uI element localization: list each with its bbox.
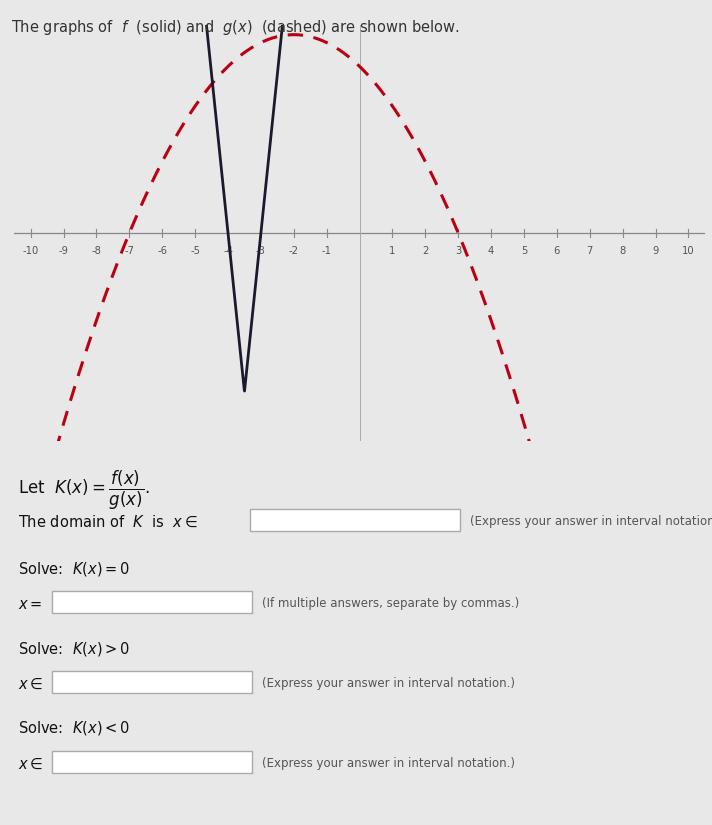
Text: -8: -8 bbox=[92, 246, 101, 256]
Text: -7: -7 bbox=[125, 246, 135, 256]
Text: Solve:  $K(x) < 0$: Solve: $K(x) < 0$ bbox=[18, 719, 130, 737]
Text: (Express your answer in interval notation.): (Express your answer in interval notatio… bbox=[262, 677, 515, 690]
Text: $x =$: $x =$ bbox=[18, 597, 43, 612]
Text: 7: 7 bbox=[587, 246, 593, 256]
Text: Let  $K(x) = \dfrac{f(x)}{g(x)}$.: Let $K(x) = \dfrac{f(x)}{g(x)}$. bbox=[18, 469, 150, 512]
Bar bbox=[52, 751, 252, 773]
Text: 6: 6 bbox=[554, 246, 560, 256]
Text: -5: -5 bbox=[190, 246, 200, 256]
Text: -3: -3 bbox=[256, 246, 266, 256]
Text: (Express your answer in interval notation.): (Express your answer in interval notatio… bbox=[470, 515, 712, 528]
Text: 4: 4 bbox=[488, 246, 494, 256]
Text: 10: 10 bbox=[682, 246, 695, 256]
Text: The domain of  $K$  is  $x \in$: The domain of $K$ is $x \in$ bbox=[18, 515, 197, 530]
Text: 8: 8 bbox=[619, 246, 626, 256]
Text: -4: -4 bbox=[223, 246, 233, 256]
Text: $x \in$: $x \in$ bbox=[18, 677, 43, 692]
Text: 2: 2 bbox=[422, 246, 429, 256]
Bar bbox=[52, 591, 252, 613]
Text: -9: -9 bbox=[58, 246, 68, 256]
Bar bbox=[250, 509, 460, 530]
Text: Solve:  $K(x) = 0$: Solve: $K(x) = 0$ bbox=[18, 560, 130, 578]
Text: (Express your answer in interval notation.): (Express your answer in interval notatio… bbox=[262, 757, 515, 770]
Text: -1: -1 bbox=[322, 246, 332, 256]
Text: -10: -10 bbox=[23, 246, 39, 256]
Bar bbox=[52, 671, 252, 693]
Text: Solve:  $K(x) > 0$: Solve: $K(x) > 0$ bbox=[18, 640, 130, 658]
Text: 1: 1 bbox=[389, 246, 396, 256]
Text: 5: 5 bbox=[520, 246, 527, 256]
Text: -2: -2 bbox=[289, 246, 299, 256]
Text: The graphs of  $f$  (solid) and  $g(x)$  (dashed) are shown below.: The graphs of $f$ (solid) and $g(x)$ (da… bbox=[11, 18, 459, 37]
Text: -6: -6 bbox=[157, 246, 167, 256]
Text: 3: 3 bbox=[455, 246, 461, 256]
Text: (If multiple answers, separate by commas.): (If multiple answers, separate by commas… bbox=[262, 597, 519, 610]
Text: $x \in$: $x \in$ bbox=[18, 757, 43, 772]
Text: 9: 9 bbox=[652, 246, 659, 256]
